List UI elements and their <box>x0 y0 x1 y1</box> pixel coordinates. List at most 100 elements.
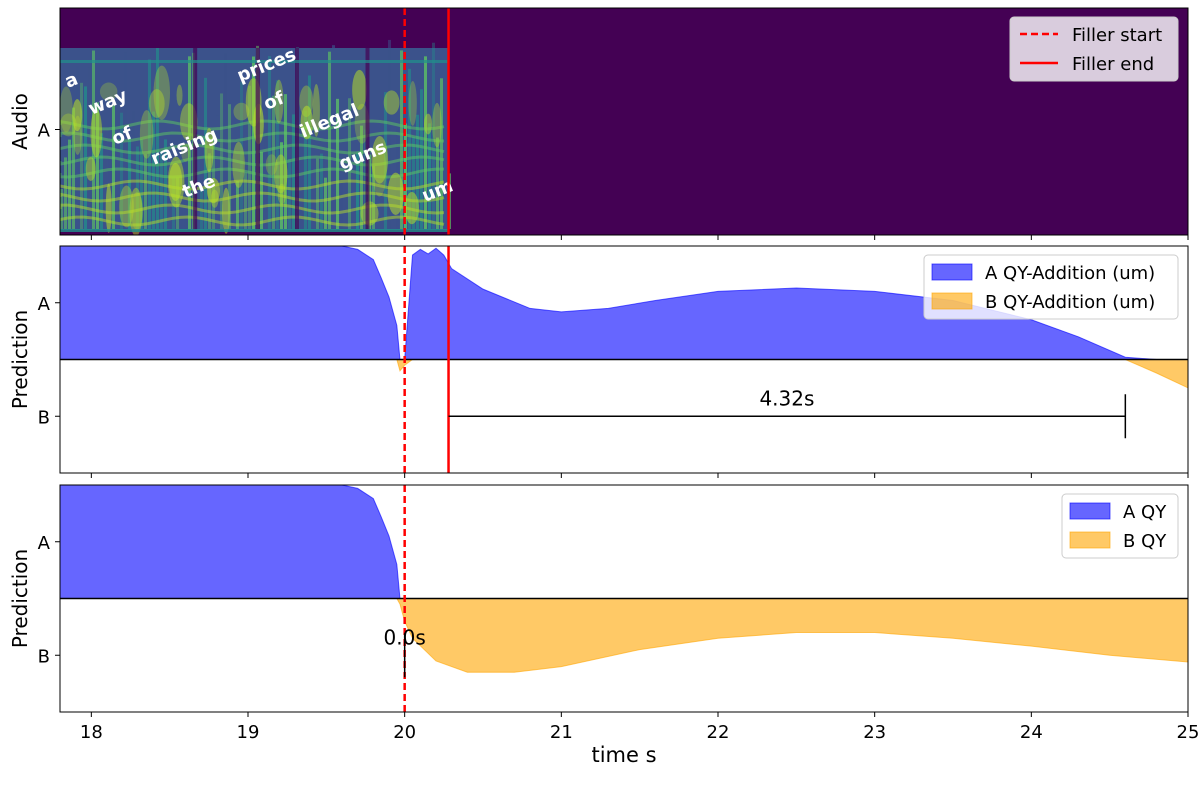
x-tick-label: 23 <box>863 722 886 743</box>
spectrogram-column <box>380 163 383 229</box>
spectrogram-gap <box>295 48 299 230</box>
series-area-a <box>60 485 1188 599</box>
spectrogram-harmonic <box>60 215 445 227</box>
spectrogram-column <box>236 181 239 229</box>
spectrogram-column <box>216 115 219 229</box>
spectrogram-column <box>280 142 283 229</box>
spectrogram-harmonic <box>60 179 445 191</box>
spectrogram-column <box>376 170 379 229</box>
spectrogram-energy <box>424 113 433 135</box>
spectrogram-energy <box>299 85 314 118</box>
spectrogram-column <box>412 136 415 229</box>
spectrogram-harmonic <box>60 191 445 203</box>
spectrogram-energy <box>265 154 278 176</box>
spectrogram-energy <box>360 201 379 226</box>
series-area-b <box>60 359 1188 389</box>
prediction-panel <box>60 246 1188 389</box>
spectrogram-column <box>172 177 175 229</box>
spectrogram-column <box>360 125 363 229</box>
spectrogram-energy <box>85 156 96 181</box>
spectrogram-column <box>332 45 335 230</box>
spectrogram-energy <box>233 102 250 121</box>
spectrogram-energy <box>119 185 134 228</box>
legend-label: B QY <box>1123 531 1167 552</box>
axes-frame <box>59 245 1189 474</box>
legend-audio <box>1009 16 1179 82</box>
spectrogram-energy <box>60 86 73 133</box>
series-area-a <box>60 246 1188 360</box>
spectrogram-column <box>140 139 143 229</box>
spectrogram-energy <box>312 84 320 137</box>
spectrogram-column <box>340 183 343 229</box>
spectrogram-column <box>344 172 347 229</box>
spectrogram-column <box>252 56 255 229</box>
spectrogram-column <box>432 42 435 229</box>
spectrogram-column <box>352 168 355 229</box>
spectrogram-column <box>428 123 431 229</box>
legend-swatch <box>931 263 973 281</box>
spectrogram-column <box>288 159 291 229</box>
spectrogram-band <box>60 60 449 63</box>
spectrogram-column <box>444 157 447 229</box>
spectrogram-column <box>356 152 359 229</box>
spectrogram-energy <box>176 84 183 106</box>
spectrogram-column <box>320 153 323 229</box>
spectrogram-column <box>116 180 119 229</box>
y-tick-label: A <box>38 533 51 554</box>
spectrogram-energy <box>383 90 400 115</box>
spectrogram-column <box>324 177 327 229</box>
spectrogram-column <box>220 93 223 229</box>
latency-label: 4.32s <box>759 386 814 410</box>
x-tick-label: 21 <box>550 722 573 743</box>
spectrogram-column <box>68 139 71 229</box>
spectrogram-column <box>336 98 339 229</box>
spectrogram-energy <box>90 109 103 158</box>
spectrogram-column <box>76 66 79 229</box>
spectrogram-column <box>424 56 427 229</box>
spectrogram-column <box>96 102 99 229</box>
spectrogram-column <box>156 48 159 229</box>
spectrogram-energy <box>204 127 214 173</box>
x-tick-label: 24 <box>1020 722 1043 743</box>
spectrogram-energy <box>148 89 165 118</box>
legend-label: A QY <box>1123 502 1167 523</box>
spectrogram-column <box>160 151 163 229</box>
spectrogram-energy <box>210 189 219 208</box>
spectrogram-energy <box>206 177 221 204</box>
prediction-panel <box>60 485 1188 673</box>
spectrogram-harmonic <box>60 119 445 131</box>
legend-swatch <box>931 292 973 310</box>
spectrogram-energy <box>153 65 171 120</box>
legend-label: Filler start <box>1072 25 1162 46</box>
spectrogram-energy <box>274 154 288 194</box>
spectrogram-energy <box>300 105 314 140</box>
spectrogram-column <box>264 129 267 229</box>
axes-frame <box>59 7 1189 236</box>
spectrogram-energy <box>222 187 231 234</box>
spectrogram-column <box>72 107 75 229</box>
spectrogram-column <box>168 57 171 229</box>
spectrogram-column <box>100 133 103 229</box>
spectrogram-column <box>240 81 243 229</box>
legend-swatch <box>1069 502 1111 520</box>
spectrogram-column <box>112 105 115 229</box>
legend-swatch <box>1069 531 1111 549</box>
x-tick-label: 25 <box>1177 722 1200 743</box>
spectrogram-column <box>372 166 375 229</box>
spectrogram-column <box>228 104 231 229</box>
spectrogram-energy <box>72 99 83 132</box>
spectrogram-harmonic <box>60 131 445 143</box>
x-tick-label: 18 <box>80 722 103 743</box>
spectrogram-energy <box>131 191 143 231</box>
spectrogram-column <box>420 89 423 229</box>
spectrogram-column <box>316 158 319 229</box>
spectrogram-column <box>152 111 155 229</box>
spectrogram-gap <box>365 48 370 230</box>
spectrogram-gap <box>193 48 198 230</box>
spectrogram-column <box>308 75 311 230</box>
spectrogram-column <box>120 112 123 229</box>
spectrogram-energy <box>274 79 284 124</box>
spectrogram-band <box>60 229 449 232</box>
